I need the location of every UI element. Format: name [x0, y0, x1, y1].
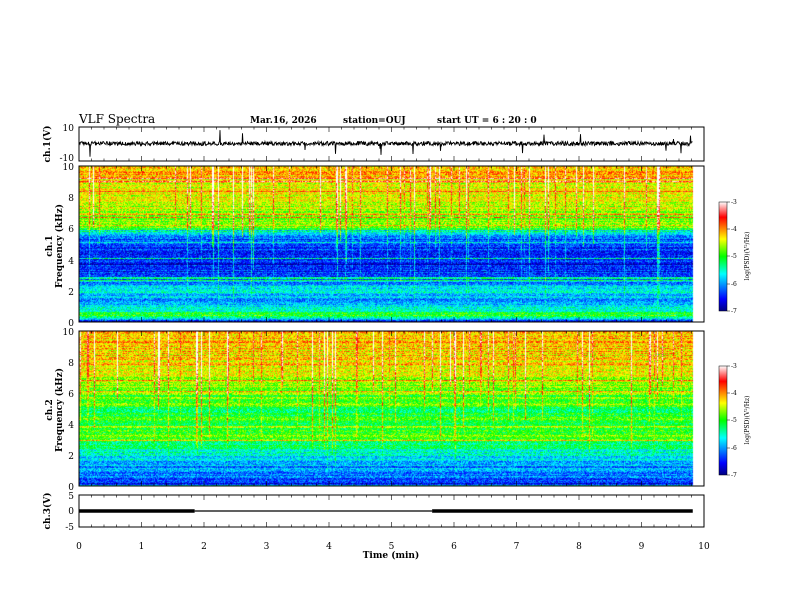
- x-axis-label: Time (min): [363, 550, 420, 561]
- ch2-cb-tick-m6: -6: [731, 445, 737, 452]
- ch1-spectrogram-image: [79, 166, 704, 322]
- ch1-frequency-label: Frequency (kHz): [54, 204, 65, 288]
- ch2-cb-tick-m7: -7: [731, 472, 737, 479]
- ch1-ytick-top: 10: [63, 124, 75, 134]
- ch1-ytick-2: 2: [68, 288, 74, 298]
- ch1-ytick-8: 8: [68, 194, 74, 204]
- ch2-cb-tick-m5: -5: [731, 417, 737, 424]
- xtick-6: 6: [451, 542, 457, 552]
- ch2-spectrogram-image: [79, 331, 704, 486]
- station-label: station=OUJ: [343, 116, 406, 126]
- xtick-2: 2: [201, 542, 207, 552]
- ch1-waveform-line: [79, 130, 693, 157]
- ch2-ytick-4: 4: [68, 421, 74, 431]
- ch1-ylabel: ch.1(V): [42, 126, 53, 163]
- ch1-ytick-6: 6: [68, 225, 74, 235]
- ch2-colorbar: -3 -4 -5 -6 -7 log(PSD)(V²/Hz): [718, 363, 751, 479]
- xtick-4: 4: [326, 542, 332, 552]
- xtick-3: 3: [264, 542, 270, 552]
- ch1-ytick-0: 0: [68, 319, 74, 329]
- ch3-ytick-5: 5: [68, 492, 74, 502]
- ch2-colorbar-label: log(PSD)(V²/Hz): [744, 396, 751, 445]
- start-time-label: start UT = 6 : 20 : 0: [437, 116, 537, 126]
- ch1-colorbar-label: log(PSD)(V²/Hz): [744, 232, 751, 281]
- xtick-1: 1: [139, 542, 145, 552]
- figure-title: VLF Spectra: [78, 112, 155, 126]
- ch1-waveform-panel: 10 -10 ch.1(V): [42, 124, 705, 164]
- ch2-channel-label: ch.2: [45, 399, 55, 420]
- xtick-10: 10: [698, 542, 710, 552]
- ch1-ytick-bottom: -10: [60, 154, 75, 164]
- ch2-ytick-0: 0: [68, 483, 74, 493]
- ch1-spectrogram-panel: 10 8 6 4 2 0 ch.1 Frequency (kHz): [45, 163, 705, 329]
- ch1-channel-label: ch.1: [45, 235, 55, 256]
- ch3-signal-panel: 5 0 -5 ch.3(V): [42, 492, 705, 533]
- xtick-5: 5: [389, 542, 395, 552]
- ch3-ytick-m5: -5: [65, 523, 74, 533]
- xtick-9: 9: [639, 542, 645, 552]
- ch2-frequency-label: Frequency (kHz): [54, 368, 65, 452]
- ch2-ytick-6: 6: [68, 390, 74, 400]
- xtick-0: 0: [76, 542, 82, 552]
- ch1-cb-tick-m4: -4: [731, 226, 737, 233]
- ch1-ytick-4: 4: [68, 257, 74, 267]
- ch2-ytick-2: 2: [68, 452, 74, 462]
- ch1-ytick-10: 10: [63, 163, 75, 173]
- ch2-colorbar-scale: [718, 365, 728, 476]
- ch2-cb-tick-m3: -3: [731, 363, 737, 370]
- ch3-ylabel: ch.3(V): [42, 493, 53, 530]
- ch1-cb-tick-m7: -7: [731, 308, 737, 315]
- date-label: Mar.16, 2026: [250, 116, 317, 126]
- ch1-colorbar-scale: [718, 201, 728, 312]
- ch3-ytick-0: 0: [68, 507, 74, 517]
- ch1-colorbar: -3 -4 -5 -6 -7 log(PSD)(V²/Hz): [718, 199, 751, 315]
- ch2-ytick-8: 8: [68, 359, 74, 369]
- xtick-7: 7: [514, 542, 520, 552]
- x-axis: 0 1 2 3 4 5 6 7 8 9 10 Time (min): [76, 542, 710, 561]
- ch2-spectrogram-panel: 10 8 6 4 2 0 ch.2 Frequency (kHz): [45, 328, 705, 493]
- ch1-cb-tick-m6: -6: [731, 281, 737, 288]
- ch1-cb-tick-m5: -5: [731, 253, 737, 260]
- ch1-cb-tick-m3: -3: [731, 199, 737, 206]
- xtick-8: 8: [576, 542, 582, 552]
- ch2-cb-tick-m4: -4: [731, 390, 737, 397]
- ch2-ytick-10: 10: [63, 328, 75, 338]
